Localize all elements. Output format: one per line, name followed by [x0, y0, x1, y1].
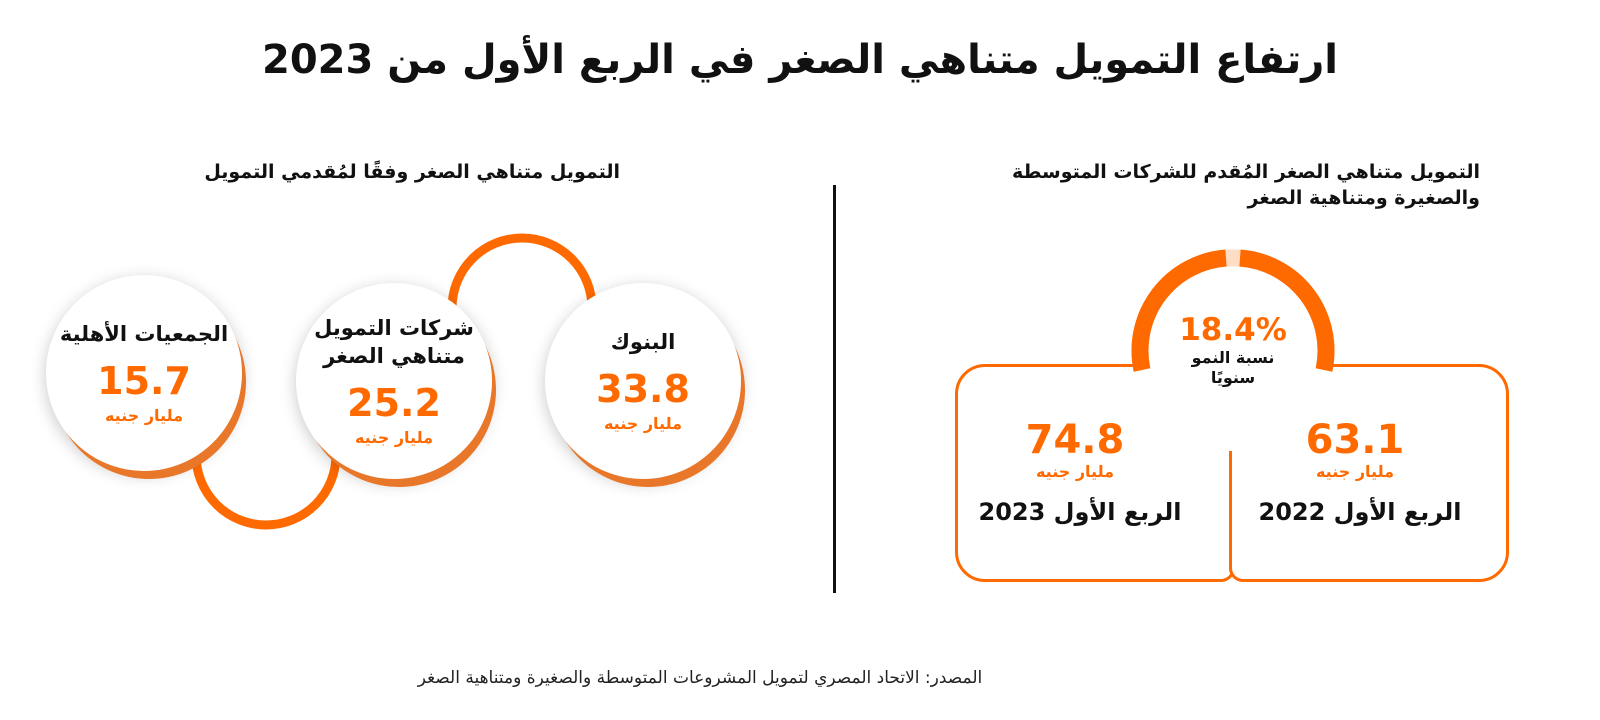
provider-unit: مليار جنيه [354, 427, 434, 447]
provider-unit: مليار جنيه [603, 414, 683, 434]
gauge-arc [1239, 249, 1335, 372]
provider-label: البنوك [610, 329, 676, 354]
growth-badge: 18.4% نسبة النمو سنويًا [1164, 282, 1302, 420]
gauge-arc [1131, 249, 1227, 372]
period-value: 63.1 [1305, 417, 1405, 463]
provider-circle-banks: البنوك 33.8 مليار جنيه [545, 283, 741, 479]
period-unit: مليار جنيه [1315, 462, 1395, 481]
period-unit: مليار جنيه [1035, 462, 1115, 481]
page-title: ارتفاع التمويل متناهي الصغر في الربع الأ… [262, 37, 1338, 83]
provider-label: شركات التمويل متناهي الصغر [314, 316, 474, 368]
period-label: الربع الأول 2023 [978, 498, 1182, 526]
right-section-title: التمويل متناهي الصغر المُقدم للشركات الم… [1012, 161, 1480, 209]
upper-connector-ring [447, 233, 597, 309]
left-section-title: التمويل متناهي الصغر وفقًا لمُقدمي التمو… [204, 161, 620, 183]
period-label: الربع الأول 2022 [1258, 498, 1462, 526]
growth-value: 18.4% [1179, 311, 1287, 348]
provider-circle-ngos: الجمعيات الأهلية 15.7 مليار جنيه [46, 275, 242, 471]
source-note: المصدر: الاتحاد المصري لتمويل المشروعات … [417, 668, 983, 688]
provider-value: 15.7 [97, 359, 191, 404]
provider-label: الجمعيات الأهلية [59, 321, 229, 346]
section-divider [833, 185, 836, 593]
provider-value: 33.8 [596, 367, 690, 412]
provider-circle-mfi-companies: شركات التمويل متناهي الصغر 25.2 مليار جن… [296, 283, 492, 479]
period-value: 74.8 [1025, 417, 1125, 463]
lower-connector-ring [191, 454, 341, 530]
provider-unit: مليار جنيه [104, 406, 184, 426]
provider-value: 25.2 [347, 380, 441, 425]
growth-label: نسبة النمو سنويًا [1191, 348, 1275, 388]
